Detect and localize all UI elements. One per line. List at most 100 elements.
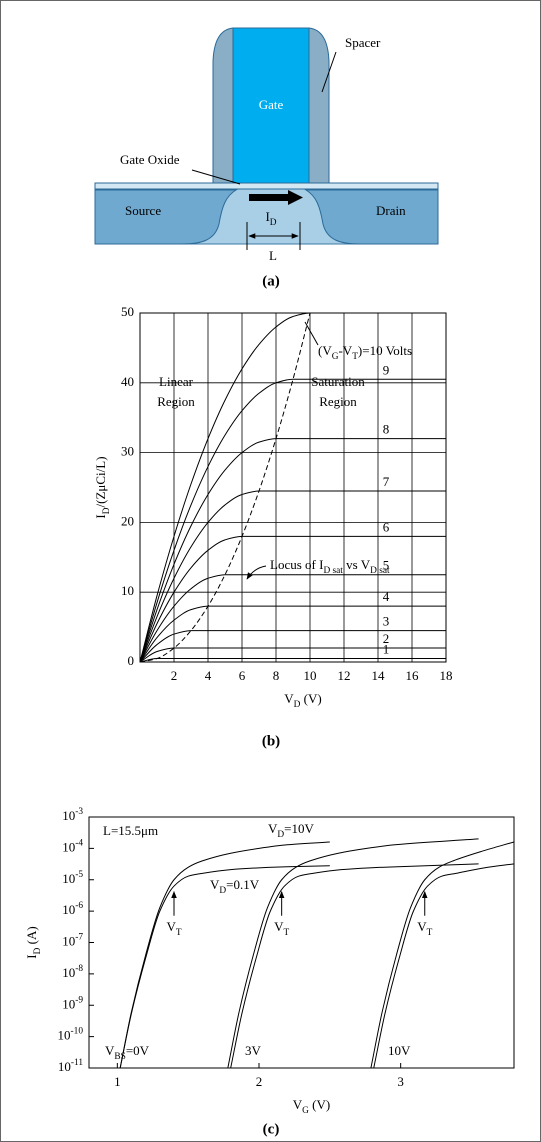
region-label: Region <box>319 394 357 409</box>
region-label: Saturation <box>311 374 365 389</box>
data-line <box>373 863 515 1069</box>
x-tick-label: 14 <box>372 668 386 683</box>
gate-oxide-label: Gate Oxide <box>120 152 180 167</box>
x-tick-label: 8 <box>273 668 280 683</box>
y-tick-label: 20 <box>121 513 134 528</box>
subscript: D <box>33 947 43 954</box>
spacer-leader <box>321 51 337 93</box>
y-tick-label: 10-11 <box>58 1058 83 1074</box>
text-run: /(ZμCi/L) <box>93 456 108 507</box>
data-line <box>139 647 446 663</box>
text-run: 10 <box>58 1028 71 1043</box>
data-line <box>119 841 330 1069</box>
data-line <box>119 865 330 1069</box>
data-line <box>370 841 515 1069</box>
data-line <box>139 535 446 663</box>
locus-label: Locus of ID sat vs VD sat <box>270 557 390 576</box>
text-run: 10 <box>62 839 75 854</box>
superscript: -5 <box>75 870 83 880</box>
text-run: -V <box>338 343 352 358</box>
text-run: 10 <box>62 808 75 823</box>
current-arrow <box>249 190 303 205</box>
text-run: V <box>417 919 427 934</box>
x-tick-label: 3 <box>397 1074 404 1089</box>
text-run: )=10 Volts <box>358 343 412 358</box>
text-run: =10V <box>284 821 314 836</box>
caption: (b) <box>262 733 280 749</box>
region-label: Region <box>157 394 195 409</box>
data-line <box>139 490 446 663</box>
curve-label: 2 <box>383 631 390 646</box>
curve-label: 1 <box>383 641 390 656</box>
subscript: D <box>277 830 284 840</box>
gate-block <box>232 27 310 184</box>
y-tick-label: 10-10 <box>58 1027 84 1043</box>
text-run: (V) <box>300 691 321 706</box>
caption: (c) <box>263 1121 280 1137</box>
text-run: V <box>274 919 284 934</box>
bias-label: 3V <box>245 1043 262 1058</box>
locus-line <box>139 312 311 663</box>
data-line <box>227 838 479 1069</box>
gate-label: Gate <box>259 97 284 112</box>
bias-label: 10V <box>388 1043 411 1058</box>
y-tick-label: 10-5 <box>62 870 83 886</box>
spacer-left <box>212 27 234 184</box>
source-label: Source <box>125 203 161 218</box>
subscript: D sat <box>323 566 343 576</box>
data-line <box>139 630 446 663</box>
data-line <box>139 312 446 663</box>
superscript: -4 <box>75 839 83 849</box>
text-run: Locus of I <box>270 557 323 572</box>
annotation: VD=10V <box>268 821 314 840</box>
text-run: I <box>265 209 269 224</box>
y-tick-label: 50 <box>121 304 134 319</box>
x-tick-label: 2 <box>256 1074 263 1089</box>
subscript: D <box>294 700 301 710</box>
drain-label: Drain <box>376 203 406 218</box>
text-run: I <box>24 954 39 958</box>
text-run: 10 <box>62 965 75 980</box>
current-label: ID <box>265 209 276 228</box>
subscript: T <box>352 352 358 362</box>
text-run: 10 <box>62 996 75 1011</box>
region-label: Linear <box>159 374 194 389</box>
curve-label: 4 <box>383 589 390 604</box>
subscript: T <box>427 928 433 938</box>
annotation: L=15.5μm <box>103 823 158 838</box>
data-line <box>139 605 446 663</box>
text-run: =0V <box>126 1043 150 1058</box>
text-run: V <box>105 1043 115 1058</box>
superscript: -10 <box>71 1027 84 1037</box>
y-tick-label: 10-6 <box>62 901 83 917</box>
text-run: (A) <box>24 926 39 947</box>
text-run: (V) <box>309 1097 330 1112</box>
subscript: G <box>302 1106 309 1116</box>
x-tick-label: 6 <box>239 668 246 683</box>
x-tick-label: 2 <box>171 668 178 683</box>
superscript: -6 <box>75 901 83 911</box>
x-axis-label: VD (V) <box>284 691 321 710</box>
annotation: VD=0.1V <box>210 877 260 896</box>
superscript: -11 <box>71 1058 83 1068</box>
text-run: V <box>284 691 294 706</box>
x-tick-label: 10 <box>304 668 317 683</box>
curve-label: 3 <box>383 614 390 629</box>
subscript: T <box>284 928 290 938</box>
subscript: D sat <box>370 566 390 576</box>
text-run: 10 <box>62 933 75 948</box>
curve-label: 8 <box>383 422 390 437</box>
y-tick-label: 10-8 <box>62 964 83 980</box>
subscript: G <box>332 352 339 362</box>
text-run: V <box>268 821 278 836</box>
subscript: BS <box>114 1052 125 1062</box>
superscript: -8 <box>75 964 83 974</box>
text-run: vs V <box>343 557 371 572</box>
y-tick-label: 10 <box>121 583 134 598</box>
vt-label: VT <box>274 919 289 938</box>
subscript: T <box>176 928 182 938</box>
curve-label: 5 <box>383 558 390 573</box>
y-tick-label: 30 <box>121 444 134 459</box>
